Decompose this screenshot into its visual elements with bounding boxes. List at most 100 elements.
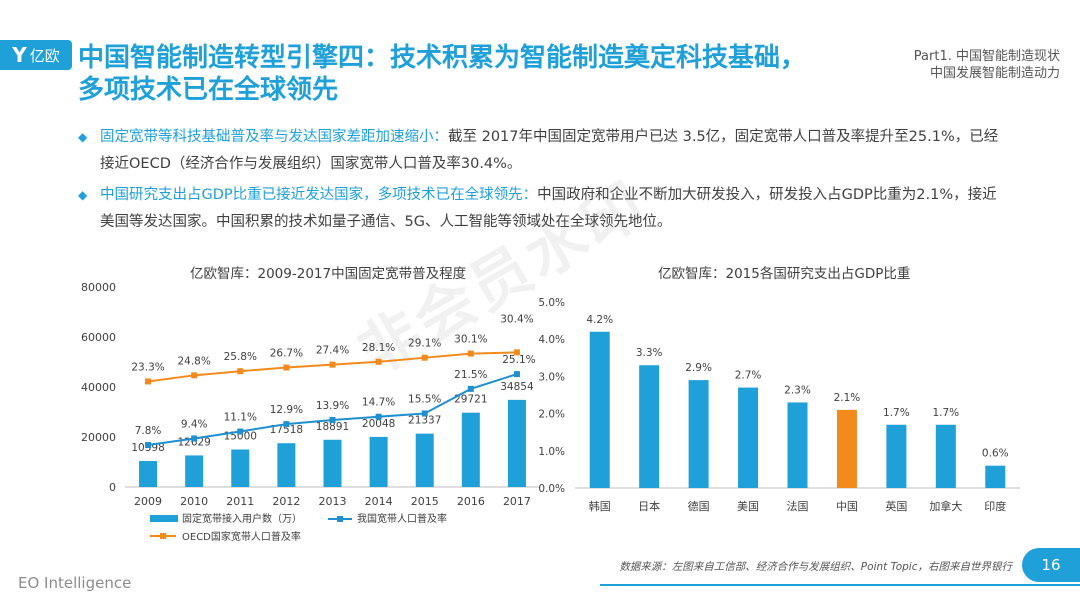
x-tick-label: 2016	[457, 495, 485, 508]
data-source: 数据来源：左图来自工信部、经济合作与发展组织、Point Topic，右图来自世…	[619, 561, 1012, 573]
line-value-label: 21.5%	[454, 369, 487, 381]
line-value-label: 9.4%	[181, 418, 208, 430]
x-tick-label: 日本	[638, 499, 660, 513]
x-tick-label: 德国	[688, 499, 710, 513]
bar-value-label: 2.3%	[784, 384, 811, 396]
bar-value-label: 17518	[270, 424, 303, 436]
line-point	[421, 410, 428, 417]
line-point	[329, 361, 336, 368]
y-tick-label: 0.0%	[538, 483, 565, 495]
line-value-label: 12.9%	[270, 404, 303, 416]
bullet-highlight: 固定宽带等科技基础普及率与发达国家差距加速缩小：	[100, 129, 448, 145]
line-value-label: 23.3%	[131, 361, 164, 373]
line-point	[329, 417, 336, 424]
line-point	[375, 413, 382, 420]
line-point	[145, 442, 152, 449]
line-value-label: 11.1%	[224, 411, 257, 423]
y-tick-label: 40000	[81, 381, 116, 394]
x-tick-label: 加拿大	[929, 499, 962, 513]
y-tick-label: 60000	[81, 331, 116, 344]
x-tick-label: 法国	[787, 499, 809, 513]
bar-value-label: 1.7%	[932, 407, 959, 419]
legend-swatch-marker	[337, 516, 343, 522]
x-tick-label: 印度	[984, 499, 1006, 513]
bullet-highlight: 中国研究支出占GDP比重已接近发达国家，多项技术已在全球领先：	[100, 187, 538, 203]
line-value-label: 30.1%	[454, 334, 487, 346]
line-point	[375, 358, 382, 365]
bar-value-label: 0.6%	[982, 448, 1009, 460]
line-point	[283, 421, 290, 428]
line-point	[467, 350, 474, 357]
y-tick-label: 4.0%	[538, 334, 565, 346]
bar	[836, 409, 857, 488]
section-label: Part1. 中国智能制造现状 中国发展智能制造动力	[914, 48, 1060, 82]
bar	[139, 461, 158, 487]
line-point	[513, 349, 520, 356]
line-point	[513, 371, 520, 378]
legend-label: 固定宽带接入用户数（万）	[182, 512, 302, 525]
bullet-item-2: ◆ 中国研究支出占GDP比重已接近发达国家，多项技术已在全球领先：中国政府和企业…	[78, 182, 1008, 236]
line-value-label: 26.7%	[270, 348, 303, 360]
line-point	[237, 368, 244, 375]
x-tick-label: 美国	[737, 500, 759, 513]
line-point	[191, 435, 198, 442]
y-tick-label: 3.0%	[538, 371, 565, 383]
brand-logo: Y 亿欧	[0, 40, 72, 70]
bar	[185, 455, 204, 487]
bar-value-label: 2.1%	[834, 392, 861, 404]
logo-mark: Y	[12, 43, 27, 67]
bar	[415, 433, 434, 487]
x-tick-label: 2012	[272, 495, 300, 508]
line-value-label: 13.9%	[316, 400, 349, 412]
legend-label: OECD国家宽带人口普及率	[182, 530, 301, 543]
bar-value-label: 2.9%	[685, 362, 712, 374]
line-point	[191, 372, 198, 379]
bullet-item-1: ◆ 固定宽带等科技基础普及率与发达国家差距加速缩小：截至 2017年中国固定宽带…	[78, 124, 1008, 178]
line-value-label: 24.8%	[177, 355, 210, 367]
bar-value-label: 3.3%	[636, 347, 663, 359]
x-tick-label: 中国	[836, 500, 858, 513]
bar	[787, 402, 808, 488]
x-tick-label: 2009	[134, 495, 162, 508]
diamond-icon: ◆	[78, 130, 88, 144]
logo-text: 亿欧	[29, 46, 60, 65]
line-point	[467, 385, 474, 392]
y-tick-label: 80000	[81, 281, 116, 294]
footer-divider	[600, 584, 1080, 586]
footer-brand: EO Intelligence	[18, 574, 132, 592]
line-value-label: 30.4%	[500, 313, 533, 325]
rd-spending-chart: 0.0% 1.0% 2.0% 3.0% 4.0% 5.0% 4.2% 韩国 3.3% 日本 2.9%…	[538, 297, 1020, 513]
bar	[688, 380, 709, 488]
x-tick-label: 2010	[180, 495, 208, 508]
bar-value-label: 34854	[500, 381, 534, 393]
line-point	[237, 428, 244, 435]
bullet-text: 截至 2017年中国固定宽带用户已达 3.5亿，固定宽带人口普及率提升至25.1…	[100, 129, 999, 172]
bar	[231, 449, 250, 487]
section-line-1: Part1. 中国智能制造现状	[913, 49, 1060, 64]
line-point	[145, 378, 152, 385]
left-chart-title: 亿欧智库：2009-2017中国固定宽带普及程度	[190, 266, 467, 282]
y-tick-label: 0	[109, 481, 116, 494]
line-value-label: 7.8%	[135, 425, 162, 437]
line-value-label: 14.7%	[362, 397, 395, 409]
y-tick-label: 5.0%	[538, 297, 565, 309]
x-tick-label: 2015	[411, 495, 439, 508]
line-value-label: 25.8%	[224, 351, 257, 363]
legend-swatch-bar	[150, 515, 178, 522]
y-tick-label: 20000	[81, 431, 116, 444]
bar	[985, 465, 1006, 488]
x-tick-label: 2014	[365, 495, 393, 508]
line-value-label: 27.4%	[316, 345, 349, 357]
bar	[639, 365, 660, 488]
bar-value-label: 29721	[454, 394, 487, 406]
line-value-label: 25.1%	[502, 354, 535, 366]
line-value-label: 15.5%	[408, 393, 441, 405]
bar	[277, 443, 296, 487]
bar	[738, 387, 759, 488]
y-tick-label: 1.0%	[538, 446, 565, 458]
bar-value-label: 18891	[316, 421, 349, 433]
bar-value-label: 21337	[408, 415, 441, 427]
bar	[935, 424, 956, 488]
broadband-chart: 0200004000060000800001039820091262920101…	[81, 281, 540, 543]
right-chart-title: 亿欧智库：2015各国研究支出占GDP比重	[658, 266, 911, 282]
